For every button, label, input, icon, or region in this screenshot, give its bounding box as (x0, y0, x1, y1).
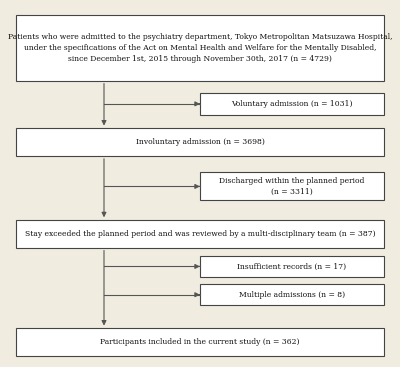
Text: Patients who were admitted to the psychiatry department, Tokyo Metropolitan Mats: Patients who were admitted to the psychi… (8, 33, 392, 63)
FancyBboxPatch shape (16, 220, 384, 248)
FancyBboxPatch shape (200, 93, 384, 115)
FancyBboxPatch shape (16, 128, 384, 156)
FancyBboxPatch shape (16, 328, 384, 356)
Text: Multiple admissions (n = 8): Multiple admissions (n = 8) (239, 291, 345, 299)
FancyBboxPatch shape (16, 15, 384, 81)
FancyBboxPatch shape (200, 172, 384, 200)
FancyBboxPatch shape (200, 256, 384, 277)
Text: Discharged within the planned period
(n = 3311): Discharged within the planned period (n … (219, 177, 365, 196)
Text: Participants included in the current study (n = 362): Participants included in the current stu… (100, 338, 300, 346)
Text: Stay exceeded the planned period and was reviewed by a multi-disciplinary team (: Stay exceeded the planned period and was… (25, 230, 375, 238)
Text: Voluntary admission (n = 1031): Voluntary admission (n = 1031) (231, 100, 353, 108)
Text: Involuntary admission (n = 3698): Involuntary admission (n = 3698) (136, 138, 264, 146)
Text: Insufficient records (n = 17): Insufficient records (n = 17) (238, 262, 346, 270)
FancyBboxPatch shape (200, 284, 384, 305)
